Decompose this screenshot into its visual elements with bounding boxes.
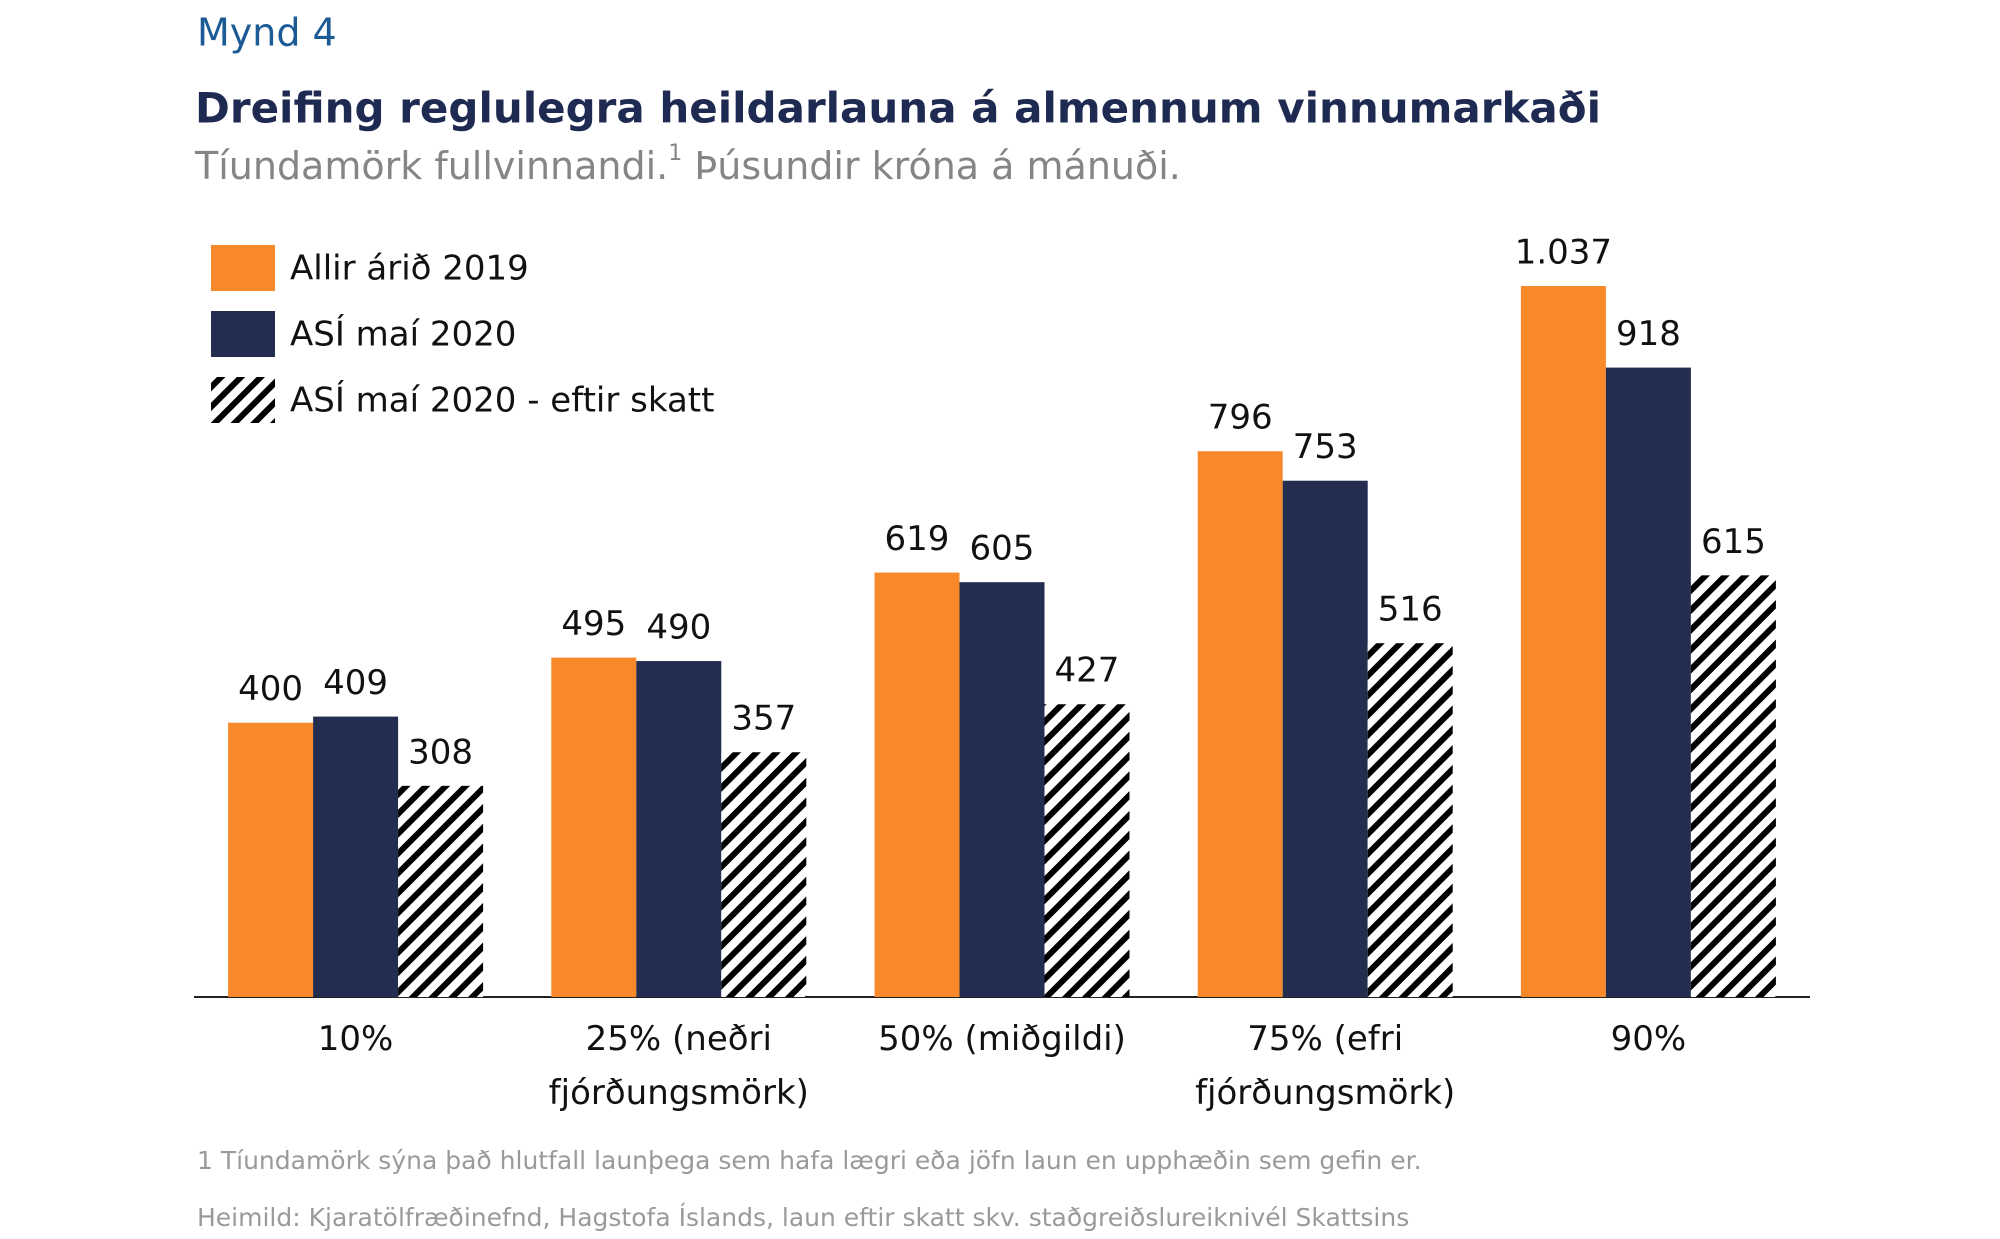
bar xyxy=(959,582,1045,997)
subtitle-text: Þúsundir króna á mánuði. xyxy=(694,144,1181,188)
bar xyxy=(1282,480,1368,998)
bar xyxy=(1690,575,1776,997)
footnote: Heimild: Kjaratölfræðinefnd, Hagstofa Ís… xyxy=(197,1203,1409,1232)
legend-swatch xyxy=(211,311,275,357)
data-label: 357 xyxy=(731,699,796,739)
x-tick-label: 10% xyxy=(317,1019,394,1059)
subtitle-text: Tíundamörk fullvinnandi. xyxy=(194,144,668,188)
legend-swatch xyxy=(211,245,275,291)
data-label: 753 xyxy=(1293,427,1358,467)
bar xyxy=(1605,367,1691,997)
bar xyxy=(721,752,807,997)
bar xyxy=(1520,286,1606,997)
bar xyxy=(1367,643,1453,997)
x-tick-label: 75% (efri fjórðungsmörk) xyxy=(1195,1019,1456,1113)
data-label: 605 xyxy=(970,529,1035,569)
bar xyxy=(398,785,484,997)
bar xyxy=(228,722,314,997)
legend-swatch xyxy=(211,377,275,423)
legend-label: Allir árið 2019 xyxy=(290,249,529,289)
data-label: 495 xyxy=(561,604,626,644)
bar xyxy=(1197,451,1283,998)
bar xyxy=(636,661,722,997)
legend-label: ASÍ maí 2020 xyxy=(290,314,516,355)
x-tick-label: 50% (miðgildi) xyxy=(878,1019,1126,1059)
chart-subtitle: Tíundamörk fullvinnandi.1 Þúsundir króna … xyxy=(194,141,1181,188)
data-label: 427 xyxy=(1055,651,1120,691)
bar xyxy=(1044,704,1130,997)
data-label: 516 xyxy=(1378,590,1443,630)
footnote-ref: 1 xyxy=(668,141,682,166)
data-label: 615 xyxy=(1701,522,1766,562)
data-label: 400 xyxy=(238,669,303,709)
x-tick-label: 25% (neðri fjórðungsmörk) xyxy=(548,1019,809,1113)
data-label: 308 xyxy=(408,732,473,772)
data-label: 796 xyxy=(1208,398,1273,438)
data-label: 490 xyxy=(646,608,711,648)
chart-title: Dreifing reglulegra heildarlauna á almen… xyxy=(195,84,1601,133)
data-label: 409 xyxy=(323,663,388,703)
data-label: 1.037 xyxy=(1515,233,1612,273)
x-tick-label: 90% xyxy=(1610,1019,1687,1059)
bar xyxy=(313,716,399,997)
legend-label: ASÍ maí 2020 - eftir skatt xyxy=(290,380,714,421)
bar xyxy=(551,657,637,997)
footnote: 1 Tíundamörk sýna það hlutfall launþega … xyxy=(197,1146,1422,1175)
data-label: 918 xyxy=(1616,314,1681,354)
data-label: 619 xyxy=(885,519,950,559)
figure-label: Mynd 4 xyxy=(197,11,337,55)
bar xyxy=(874,572,960,997)
